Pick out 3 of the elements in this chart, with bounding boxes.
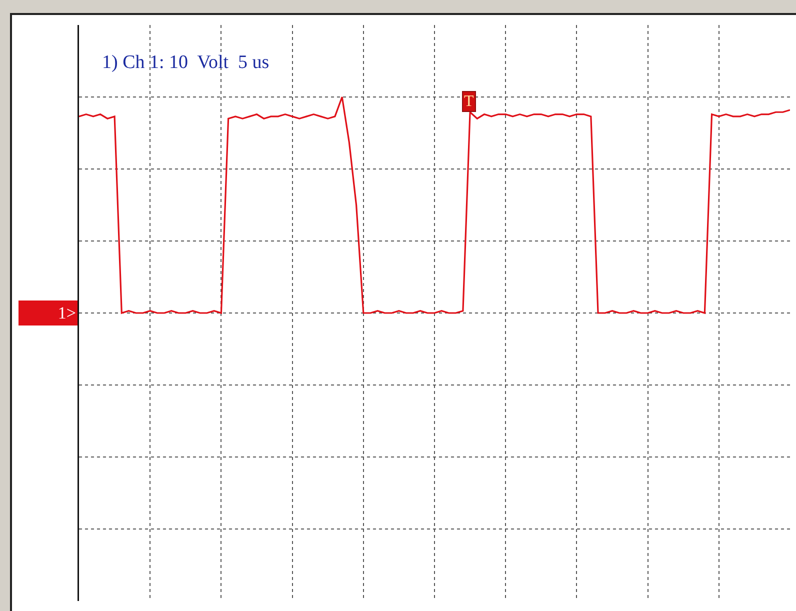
- text: 1) Ch 1: 10 Volt 5 us: [102, 52, 270, 73]
- annotation: T: [464, 93, 474, 110]
- text: 1>: [58, 304, 76, 322]
